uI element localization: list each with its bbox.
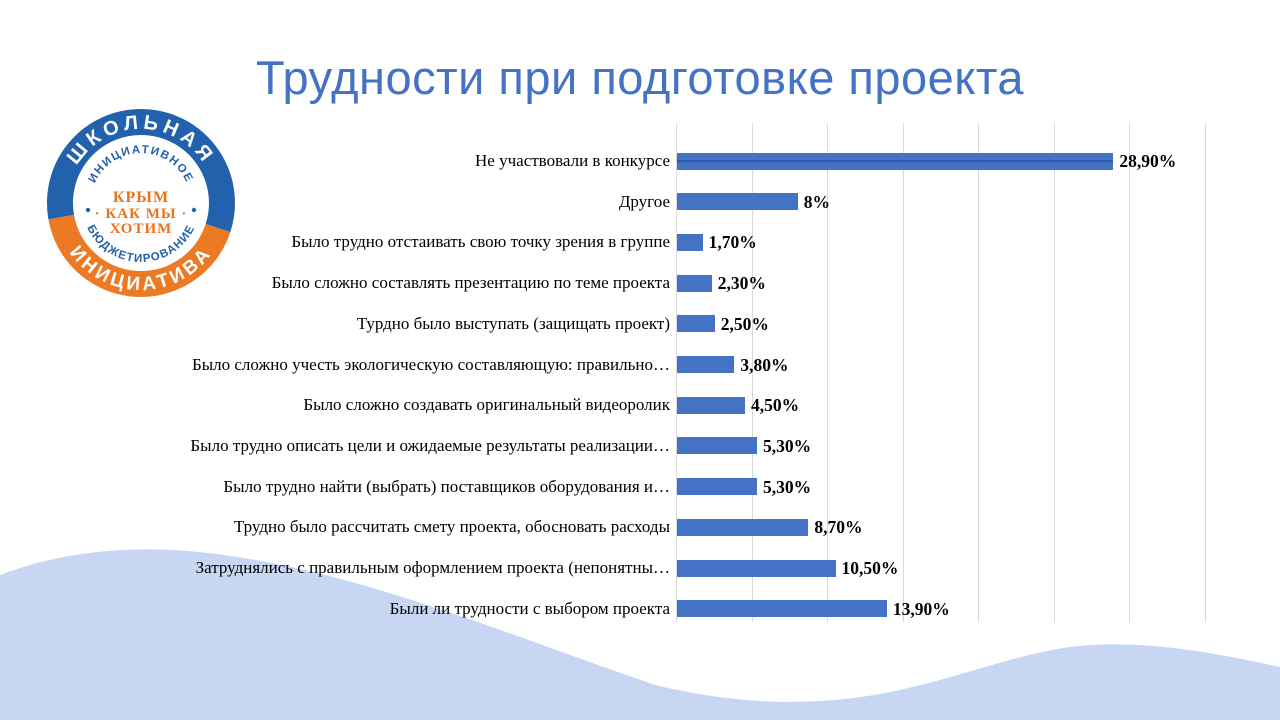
category-label: Было сложно создавать оригинальный видео… bbox=[303, 395, 670, 415]
logo-center-text-line2: · КАК МЫ · bbox=[95, 206, 188, 222]
bar-midline bbox=[677, 160, 1114, 162]
category-label: Турдно было выступать (защищать проект) bbox=[356, 313, 670, 333]
page-title: Трудности при подготовке проекта bbox=[255, 51, 1025, 104]
value-label: 2,50% bbox=[720, 313, 769, 334]
category-label: Были ли трудности с выбором проекта bbox=[389, 598, 670, 618]
bar bbox=[677, 600, 887, 618]
logo-blue-arc bbox=[46, 109, 235, 232]
bar bbox=[677, 233, 703, 251]
logo-orange-arc bbox=[48, 214, 231, 297]
category-label: Затруднялись с правильным оформлением пр… bbox=[195, 558, 670, 577]
logo-center-text-line1: КРЫМ bbox=[113, 189, 169, 206]
logo-center-text-line3: ХОТИМ bbox=[110, 221, 173, 237]
gridline bbox=[1204, 123, 1206, 622]
value-label: 8% bbox=[803, 191, 831, 212]
category-label: Трудно было рассчитать смету проекта, об… bbox=[233, 517, 670, 537]
logo-badge: ШКОЛЬНАЯ ИНИЦИАТИВА ИНИЦИАТИВНОЕ БЮДЖЕТИ… bbox=[46, 109, 235, 297]
category-label: Было сложно составлять презентацию по те… bbox=[271, 273, 670, 293]
gridline bbox=[827, 123, 828, 622]
category-label: Было трудно отстаивать свою точку зрения… bbox=[291, 232, 670, 252]
bar bbox=[677, 396, 745, 414]
value-label: 8,70% bbox=[814, 517, 863, 538]
value-label: 3,80% bbox=[740, 354, 789, 375]
category-label: Не участвовали в конкурсе bbox=[475, 151, 670, 170]
bar bbox=[677, 356, 735, 373]
gridline bbox=[1129, 123, 1130, 622]
gridline bbox=[978, 123, 979, 622]
logo-dot-right bbox=[191, 207, 197, 213]
bar bbox=[677, 478, 758, 496]
value-label: 5,30% bbox=[763, 435, 812, 456]
category-label: Было трудно найти (выбрать) поставщиков … bbox=[223, 476, 670, 496]
category-label: Было трудно описать цели и ожидаемые рез… bbox=[190, 435, 670, 455]
gridline bbox=[902, 123, 904, 622]
value-label: 13,90% bbox=[892, 598, 950, 619]
gridline bbox=[751, 123, 753, 622]
value-label: 10,50% bbox=[841, 558, 899, 578]
logo-background-disc bbox=[47, 109, 235, 297]
category-label: Было сложно учесть экологическую составл… bbox=[191, 354, 670, 374]
value-label: 4,50% bbox=[750, 395, 800, 416]
value-label: 28,90% bbox=[1119, 151, 1177, 171]
category-label: Другое bbox=[618, 191, 670, 211]
gridline bbox=[676, 123, 677, 622]
value-label: 2,30% bbox=[717, 273, 766, 294]
value-label: 5,30% bbox=[763, 476, 812, 497]
logo-dot-left bbox=[85, 207, 91, 213]
bar bbox=[677, 152, 1114, 170]
gridline bbox=[1053, 123, 1055, 622]
bar bbox=[677, 274, 712, 292]
bar bbox=[677, 193, 798, 211]
bar bbox=[677, 518, 809, 536]
bar bbox=[677, 559, 836, 577]
bar bbox=[677, 437, 758, 455]
value-label: 1,70% bbox=[708, 232, 757, 253]
bar bbox=[677, 315, 715, 333]
